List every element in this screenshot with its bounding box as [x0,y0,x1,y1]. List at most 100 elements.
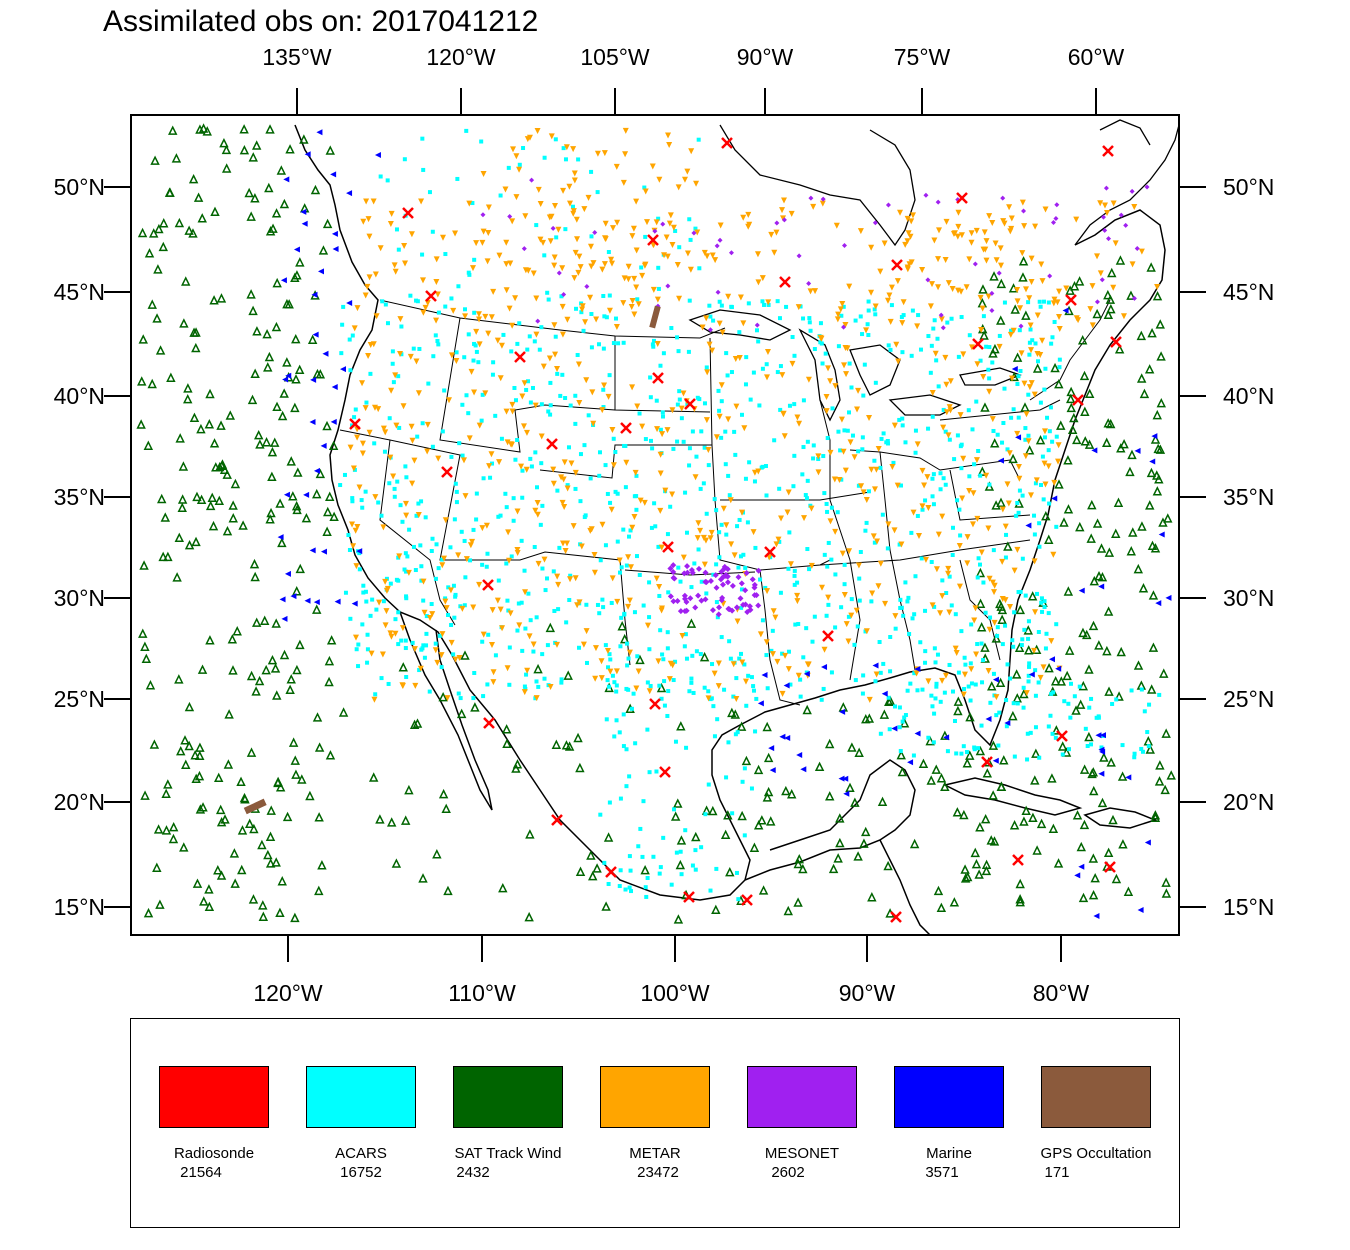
acars-marker [938,471,943,476]
metar-marker [780,410,787,417]
acars-marker [952,719,957,724]
sat-track-wind-marker [286,674,296,684]
sat-track-wind-marker [988,740,999,750]
acars-marker [726,740,731,745]
mesonet-marker [692,604,699,611]
acars-marker [340,322,345,327]
acars-marker [1072,694,1077,699]
acars-marker [648,683,653,688]
acars-marker [898,597,903,602]
sat-track-wind-marker [1111,528,1121,538]
acars-marker [1035,591,1040,596]
acars-marker [493,413,498,418]
sat-track-wind-marker [1117,771,1128,781]
acars-marker [471,527,476,532]
sat-track-wind-marker [292,270,302,280]
metar-marker [989,416,996,423]
sat-track-wind-marker [1063,455,1073,465]
mesonet-marker [721,563,728,570]
acars-marker [338,483,343,488]
marine-marker [1011,366,1018,373]
acars-marker [484,564,489,569]
acars-marker [873,312,878,317]
acars-marker [1087,705,1092,710]
sat-track-wind-marker [1021,310,1031,320]
acars-marker [687,298,692,303]
acars-marker [595,190,600,195]
sat-track-wind-marker [163,551,173,562]
metar-marker [857,228,864,235]
acars-marker [365,660,370,665]
radiosonde-marker [891,259,903,271]
acars-marker [733,452,738,457]
metar-marker [520,423,527,430]
acars-marker [387,481,392,486]
acars-marker [786,649,791,654]
acars-marker [617,730,622,735]
sat-track-wind-marker [143,907,154,918]
sat-track-wind-marker [247,394,258,405]
metar-marker [1051,296,1058,303]
metar-marker [411,457,418,464]
metar-marker [551,254,558,261]
acars-marker [847,361,852,366]
marine-marker [1048,656,1055,663]
acars-marker [602,314,607,319]
sat-track-wind-marker [1011,669,1022,679]
acars-marker [674,850,679,855]
sat-track-wind-marker [980,642,990,652]
acars-marker [396,610,401,615]
metar-marker [613,668,620,675]
acars-marker [1053,735,1058,740]
acars-marker [662,703,667,708]
marine-marker [310,376,317,383]
acars-marker [842,562,847,567]
sat-track-wind-marker [1097,797,1108,808]
acars-marker [687,217,692,222]
acars-marker [424,614,429,619]
acars-marker [984,344,989,349]
sat-track-wind-marker [265,124,275,134]
radiosonde-marker [1104,861,1116,873]
acars-marker [1057,365,1062,370]
mesonet-marker [695,565,702,572]
top-lon-label: 75°W [893,44,951,70]
metar-marker [631,513,638,520]
metar-marker [354,434,361,441]
sat-track-wind-marker [205,500,216,511]
sat-track-wind-marker [250,368,260,378]
acars-marker [433,641,438,646]
sat-track-wind-marker [1106,418,1116,429]
metar-marker [1014,546,1021,553]
left-lat-label: 35°N [53,484,105,510]
legend-count: 16752 [340,1164,382,1181]
metar-marker [1026,384,1033,391]
acars-marker [545,290,550,295]
acars-marker [662,679,667,684]
acars-marker [819,697,824,702]
metar-marker [559,540,566,547]
metar-marker [658,544,665,551]
acars-marker [607,652,612,657]
metar-marker [937,610,944,617]
sat-track-wind-marker [251,686,261,696]
mesonet-marker [702,578,709,585]
acars-marker [739,651,744,656]
acars-marker [976,746,981,751]
metar-marker [356,484,363,491]
acars-marker [964,750,969,755]
metar-marker [408,423,415,430]
metar-marker [964,534,971,541]
mesonet-marker [796,253,802,259]
acars-marker [690,653,695,658]
acars-marker [839,477,844,482]
acars-marker [910,616,915,621]
metar-marker [364,283,371,290]
sat-track-wind-marker [210,206,220,217]
mesonet-marker [681,595,688,602]
sat-track-wind-marker [737,810,747,821]
metar-marker [935,256,942,263]
acars-marker [719,303,724,308]
acars-marker [692,561,697,566]
acars-marker [573,421,578,426]
